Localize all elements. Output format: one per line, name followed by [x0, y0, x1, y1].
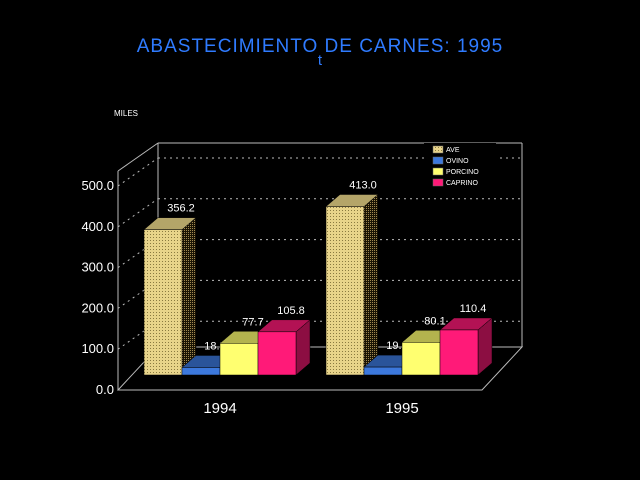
- legend-label: CAPRINO: [446, 180, 478, 187]
- data-label: 80.1: [424, 315, 445, 327]
- y-tick-label: 500.0: [81, 178, 114, 193]
- legend-label: PORCINO: [446, 169, 479, 176]
- legend-swatch: [432, 156, 444, 165]
- bar-side: [181, 217, 197, 376]
- y-axis-label: MILES: [114, 109, 138, 118]
- data-label: 356.2: [167, 203, 195, 215]
- bar-ave-1994: [143, 217, 197, 376]
- data-label: 110.4: [460, 303, 487, 315]
- side-gridline: [117, 157, 159, 187]
- bar-front: [219, 343, 259, 376]
- y-tick-label: 300.0: [81, 260, 114, 275]
- legend-swatch: [432, 178, 444, 187]
- legend: AVE OVINO PORCINO CAPRINO: [424, 143, 496, 193]
- y-tick-label: 400.0: [81, 219, 114, 234]
- bar-side: [363, 193, 379, 376]
- data-label: 77.7: [242, 316, 263, 328]
- data-label: 105.8: [277, 305, 305, 317]
- bar-front: [363, 366, 403, 376]
- x-tick-label: 1995: [385, 400, 418, 417]
- bar-front: [257, 331, 297, 376]
- bar-front: [325, 206, 365, 376]
- bar-front: [143, 229, 183, 376]
- side-wall-top-edge: [117, 142, 159, 172]
- y-tick-label: 0.0: [96, 382, 114, 397]
- bar-caprino-1995: [439, 317, 493, 376]
- legend-label: AVE: [446, 147, 460, 154]
- side-gridline: [117, 279, 159, 309]
- y-axis: 0.0 100.0 200.0 300.0 400.0 500.0 MILES 1994 199…: [81, 109, 418, 417]
- data-label: 413.0: [349, 179, 377, 191]
- side-gridline: [117, 198, 159, 228]
- chart-title: ABASTECIMIENTO DE CARNES: 1995: [136, 36, 504, 57]
- bar-front: [439, 329, 479, 376]
- y-tick-label: 200.0: [81, 300, 114, 315]
- bar-front: [401, 342, 441, 376]
- legend-swatch: [432, 145, 444, 154]
- chart-subtitle: t: [317, 52, 323, 69]
- y-tick-label: 100.0: [81, 341, 114, 356]
- x-tick-label: 1994: [203, 400, 236, 417]
- side-gridline: [117, 320, 159, 350]
- bar-front: [181, 367, 221, 376]
- legend-swatch: [432, 167, 444, 176]
- bar-caprino-1994: [257, 319, 311, 376]
- side-gridline: [117, 239, 159, 269]
- bar-ave-1995: [325, 193, 379, 376]
- legend-label: OVINO: [446, 158, 469, 165]
